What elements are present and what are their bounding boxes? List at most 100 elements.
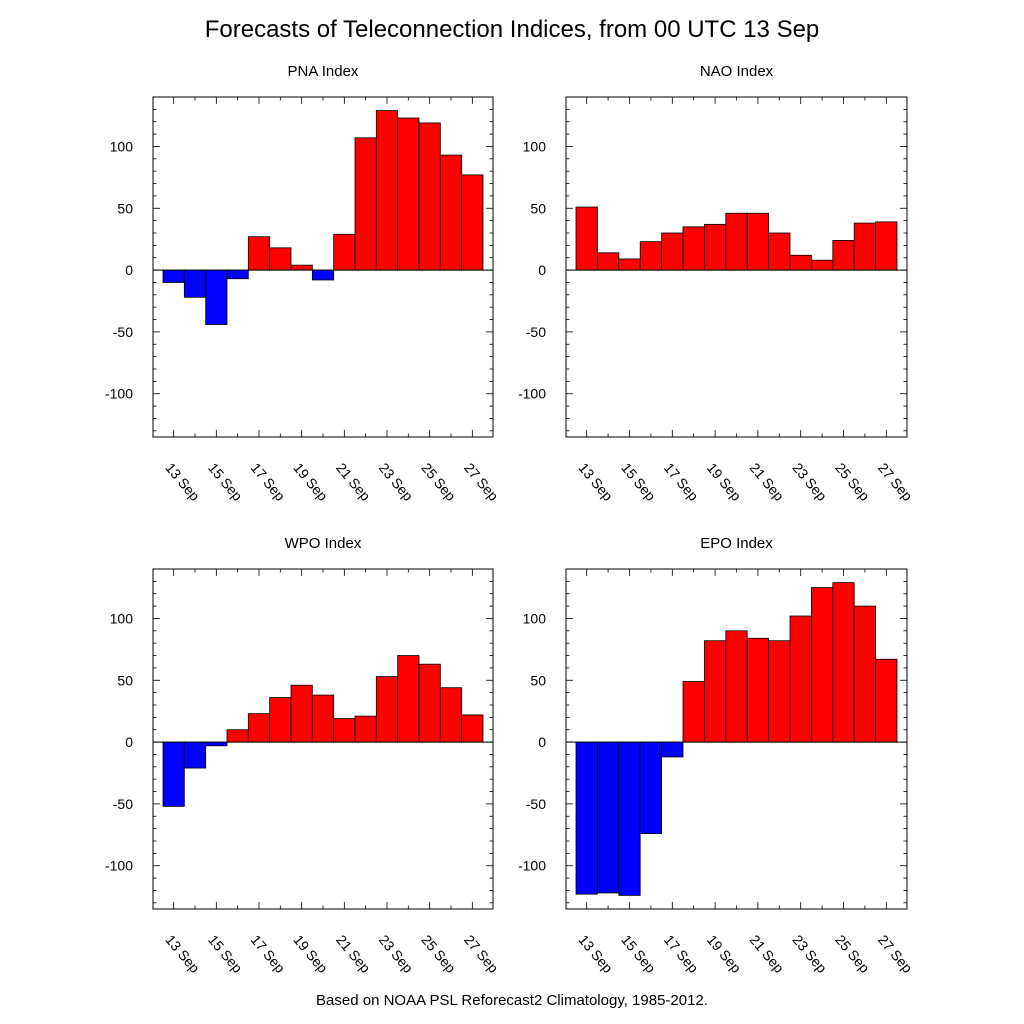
bar-21-sep — [746, 212, 770, 271]
bar-20-sep — [725, 212, 748, 271]
x-tick-label: 25 Sep — [832, 932, 873, 976]
bar-22-sep — [768, 640, 791, 743]
panel-nao: NAO Index -100 -50 0 50 100 13 Sep 15 Sep 17 Sep… — [518, 63, 916, 504]
bar-17-sep — [661, 741, 684, 758]
y-tick-label: -100 — [518, 386, 546, 402]
bar-19-sep — [704, 223, 727, 271]
bar-14-sep — [597, 252, 620, 271]
panel-epo: EPO Index -100 -50 0 50 100 13 Sep 15 Sep 17 Sep… — [518, 535, 916, 976]
bar-17-sep — [661, 232, 684, 271]
bar-25-sep — [418, 663, 441, 743]
x-tick-label: 23 Sep — [789, 932, 830, 976]
y-tick-label: -50 — [526, 324, 546, 340]
y-tick-label: -100 — [518, 858, 546, 874]
y-tick-label: -50 — [113, 324, 133, 340]
bar-17-sep — [247, 713, 271, 743]
bar-23-sep — [375, 110, 399, 271]
x-tick-label: 17 Sep — [248, 932, 289, 976]
bar-18-sep — [682, 226, 705, 271]
x-tick-label: 23 Sep — [789, 460, 830, 504]
x-tick-label: 21 Sep — [333, 460, 374, 504]
y-tick-label: 50 — [117, 200, 133, 216]
bar-26-sep — [439, 154, 463, 271]
x-tick-label: 19 Sep — [704, 460, 745, 504]
y-tick-label: -100 — [105, 386, 133, 402]
y-tick-label: 0 — [538, 734, 546, 750]
bar-19-sep — [290, 684, 313, 743]
panel-title: WPO Index — [285, 535, 362, 552]
bar-27-sep — [875, 221, 898, 271]
page-title: Forecasts of Teleconnection Indices, fro… — [204, 16, 820, 43]
x-tick-label: 13 Sep — [575, 932, 616, 976]
bar-13-sep — [575, 206, 598, 271]
bar-17-sep — [247, 236, 271, 271]
bar-18-sep — [269, 247, 292, 271]
panel-title: NAO Index — [700, 63, 774, 80]
panel-title: PNA Index — [288, 63, 359, 80]
x-tick-label: 27 Sep — [461, 460, 502, 504]
bar-15-sep — [205, 269, 228, 325]
bar-13-sep — [162, 741, 185, 807]
bar-16-sep — [226, 729, 249, 743]
bar-14-sep — [183, 269, 207, 298]
y-tick-label: 50 — [530, 200, 546, 216]
bar-22-sep — [354, 137, 377, 271]
x-tick-label: 17 Sep — [661, 460, 702, 504]
x-tick-label: 25 Sep — [418, 460, 459, 504]
x-tick-label: 17 Sep — [661, 932, 702, 976]
y-tick-label: 0 — [125, 262, 133, 278]
x-tick-label: 19 Sep — [704, 932, 745, 976]
x-tick-label: 19 Sep — [290, 460, 331, 504]
x-tick-label: 19 Sep — [290, 932, 331, 976]
bar-16-sep — [226, 269, 249, 280]
y-tick-label: -50 — [113, 796, 133, 812]
bar-15-sep — [618, 258, 641, 271]
bar-15-sep — [618, 741, 641, 896]
y-tick-label: 100 — [110, 610, 134, 626]
bar-23-sep — [789, 615, 812, 743]
x-tick-label: 27 Sep — [875, 932, 916, 976]
bar-21-sep — [746, 637, 770, 743]
bar-14-sep — [183, 741, 207, 769]
panel-pna: PNA Index -100 -50 0 50 100 13 Sep 15 Sep 17 Sep… — [105, 63, 502, 504]
bar-14-sep — [597, 741, 620, 894]
bar-24-sep — [397, 655, 420, 743]
footer-note: Based on NOAA PSL Reforecast2 Climatolog… — [316, 992, 708, 1009]
y-tick-label: 50 — [530, 672, 546, 688]
y-tick-label: -100 — [105, 858, 133, 874]
x-tick-label: 21 Sep — [333, 932, 374, 976]
x-tick-label: 25 Sep — [418, 932, 459, 976]
y-tick-label: 100 — [523, 138, 547, 154]
x-tick-label: 25 Sep — [832, 460, 873, 504]
bar-20-sep — [725, 630, 748, 743]
x-tick-label: 15 Sep — [618, 932, 659, 976]
bar-25-sep — [418, 122, 441, 271]
bar-18-sep — [269, 697, 292, 743]
bar-27-sep — [875, 658, 898, 743]
bar-26-sep — [853, 222, 877, 271]
bar-20-sep — [311, 694, 335, 743]
x-tick-label: 21 Sep — [747, 932, 788, 976]
bar-26-sep — [439, 687, 463, 743]
x-tick-label: 23 Sep — [376, 460, 417, 504]
bar-27-sep — [461, 714, 484, 743]
x-tick-label: 15 Sep — [205, 932, 246, 976]
bar-25-sep — [832, 582, 855, 743]
x-tick-label: 13 Sep — [575, 460, 616, 504]
y-tick-label: 100 — [110, 138, 134, 154]
y-tick-label: 100 — [523, 610, 547, 626]
bar-15-sep — [205, 741, 228, 747]
bar-22-sep — [354, 715, 377, 743]
bar-23-sep — [789, 254, 812, 271]
y-tick-label: 0 — [538, 262, 546, 278]
x-tick-label: 13 Sep — [162, 460, 203, 504]
bar-24-sep — [811, 587, 834, 743]
y-tick-label: -50 — [526, 796, 546, 812]
x-tick-label: 13 Sep — [162, 932, 203, 976]
bar-18-sep — [682, 681, 705, 743]
bar-16-sep — [639, 741, 663, 834]
x-tick-label: 15 Sep — [618, 460, 659, 504]
x-tick-label: 17 Sep — [248, 460, 289, 504]
bar-21-sep — [333, 718, 356, 743]
